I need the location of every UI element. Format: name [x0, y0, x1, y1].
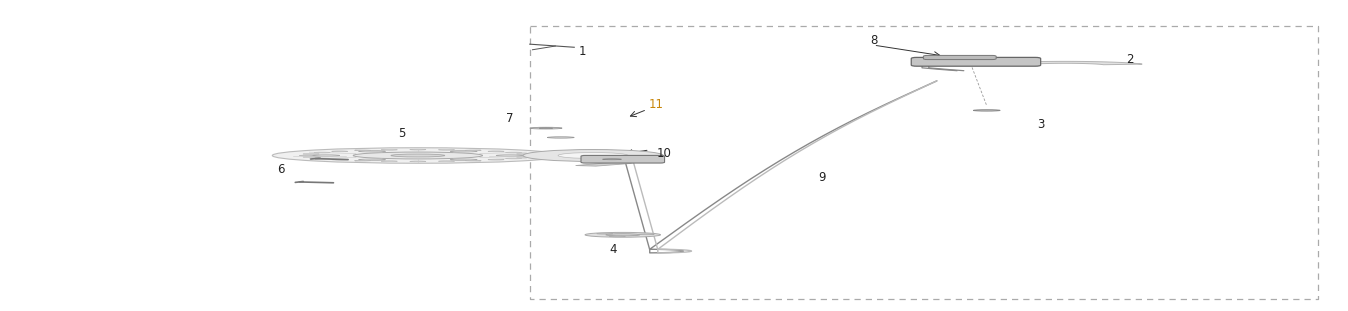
Text: 3: 3: [1037, 118, 1045, 131]
Ellipse shape: [558, 152, 628, 159]
Ellipse shape: [272, 148, 563, 163]
Text: 4: 4: [609, 243, 617, 256]
Ellipse shape: [973, 110, 1000, 111]
Ellipse shape: [488, 159, 504, 160]
Ellipse shape: [496, 155, 523, 156]
Ellipse shape: [585, 232, 661, 237]
Text: 11: 11: [648, 98, 665, 111]
Ellipse shape: [530, 127, 562, 129]
Ellipse shape: [465, 150, 481, 151]
Text: 9: 9: [818, 171, 826, 184]
Ellipse shape: [353, 152, 483, 159]
Ellipse shape: [438, 149, 454, 150]
Ellipse shape: [313, 155, 340, 156]
Ellipse shape: [355, 150, 371, 151]
Ellipse shape: [299, 155, 315, 156]
Ellipse shape: [359, 159, 386, 160]
FancyBboxPatch shape: [923, 55, 996, 60]
Ellipse shape: [603, 159, 621, 160]
Ellipse shape: [410, 149, 426, 150]
Ellipse shape: [314, 152, 330, 153]
Ellipse shape: [597, 233, 613, 234]
Ellipse shape: [381, 149, 398, 150]
FancyBboxPatch shape: [581, 156, 665, 163]
Ellipse shape: [450, 159, 477, 160]
Polygon shape: [576, 162, 636, 166]
Ellipse shape: [605, 234, 640, 236]
FancyBboxPatch shape: [911, 58, 1041, 66]
Text: 5: 5: [398, 127, 406, 140]
Ellipse shape: [332, 159, 348, 160]
Ellipse shape: [450, 151, 477, 152]
Ellipse shape: [381, 161, 398, 162]
Ellipse shape: [506, 152, 522, 153]
Ellipse shape: [314, 158, 330, 159]
Ellipse shape: [465, 160, 481, 161]
Text: 1: 1: [578, 45, 586, 58]
Ellipse shape: [638, 234, 654, 235]
Text: 2: 2: [1126, 53, 1134, 66]
Text: 6: 6: [276, 163, 284, 176]
Text: 7: 7: [506, 112, 514, 125]
Ellipse shape: [438, 161, 454, 162]
Ellipse shape: [488, 151, 504, 152]
Ellipse shape: [332, 151, 348, 152]
Ellipse shape: [359, 151, 386, 152]
Ellipse shape: [609, 236, 625, 237]
Ellipse shape: [410, 161, 426, 162]
Ellipse shape: [355, 160, 371, 161]
Ellipse shape: [506, 158, 522, 159]
Polygon shape: [988, 61, 1142, 65]
Ellipse shape: [547, 137, 574, 138]
Text: 8: 8: [869, 34, 878, 47]
Ellipse shape: [520, 155, 537, 156]
Ellipse shape: [391, 154, 445, 157]
Ellipse shape: [523, 150, 663, 161]
Text: 10: 10: [656, 147, 673, 160]
